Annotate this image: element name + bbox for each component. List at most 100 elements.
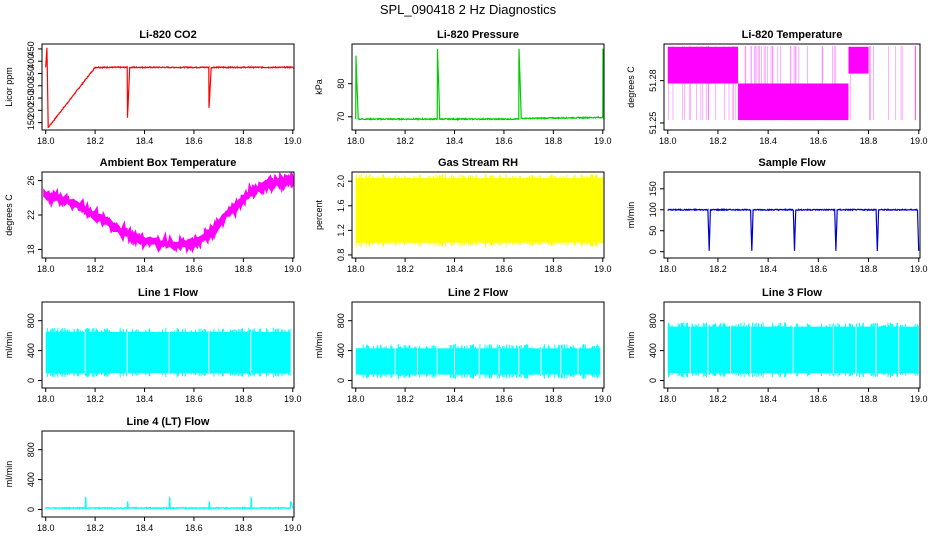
y-axis-label: ml/min <box>4 332 14 359</box>
x-tick-label: 18.4 <box>136 523 154 533</box>
x-tick-label: 18.8 <box>860 136 878 146</box>
chart-title: Li-820 Temperature <box>742 29 843 41</box>
y-tick-label: 400 <box>26 54 36 69</box>
y-tick-label: 2.0 <box>336 175 346 188</box>
y-tick-label: 800 <box>26 442 36 457</box>
chart-title: Line 4 (LT) Flow <box>127 416 210 428</box>
chart-title: Sample Flow <box>758 157 826 169</box>
y-tick-label: 1.2 <box>336 224 346 237</box>
x-tick-label: 19.0 <box>910 394 928 404</box>
y-tick-label: 70 <box>336 112 346 122</box>
temperature-band <box>848 46 869 74</box>
y-tick-label: 0 <box>648 378 658 383</box>
y-tick-label: 150 <box>648 181 658 196</box>
series-temperature-band <box>667 46 917 121</box>
plot-frame <box>351 171 605 259</box>
y-tick-label: 0.8 <box>336 249 346 262</box>
x-tick-label: 18.2 <box>709 136 727 146</box>
chart-panel-1: Li-820 CO2 Licor ppm 18.0 18.2 18.4 18.6 18.8 1… <box>4 29 302 146</box>
y-tick-label: 51.25 <box>648 112 658 135</box>
x-tick-label: 19.0 <box>910 136 928 146</box>
x-tick-label: 18.0 <box>347 136 365 146</box>
x-tick-label: 18.6 <box>185 136 203 146</box>
plot-frame <box>41 430 295 518</box>
x-tick-label: 18.6 <box>810 264 828 274</box>
x-tick-label: 18.6 <box>185 394 203 404</box>
y-tick-label: 400 <box>336 343 346 358</box>
x-tick-label: 18.0 <box>37 136 55 146</box>
x-tick-label: 19.0 <box>594 136 612 146</box>
y-tick-label: 0 <box>26 507 36 512</box>
y-tick-label: 400 <box>26 472 36 487</box>
y-axis-label: ml/min <box>4 461 14 488</box>
y-tick-label: 800 <box>648 313 658 328</box>
series-line-4 <box>45 496 294 511</box>
x-tick-label: 18.4 <box>446 394 464 404</box>
x-tick-label: 18.2 <box>709 394 727 404</box>
x-tick-label: 18.2 <box>396 394 414 404</box>
x-tick-label: 18.8 <box>235 264 253 274</box>
x-tick-label: 18.4 <box>136 394 154 404</box>
x-tick-label: 18.6 <box>810 136 828 146</box>
chart-panel-7: Line 1 Flow ml/min 18.0 18.2 18.4 18.6 18.8 19.… <box>4 287 302 404</box>
x-tick-label: 18.0 <box>659 136 677 146</box>
x-tick-label: 18.8 <box>235 394 253 404</box>
x-tick-label: 18.8 <box>545 394 563 404</box>
series-rh-noise-band <box>355 173 604 247</box>
x-tick-label: 18.0 <box>347 394 365 404</box>
x-tick-label: 18.4 <box>136 136 154 146</box>
chart-panel-5: Gas Stream RH percent 18.0 18.2 18.4 18.6 18.8… <box>314 157 612 274</box>
x-tick-label: 18.8 <box>860 264 878 274</box>
series-co2 <box>45 47 294 129</box>
x-tick-label: 18.4 <box>446 136 464 146</box>
x-tick-label: 18.0 <box>659 264 677 274</box>
plot-frame <box>663 171 921 259</box>
y-axis-label: degrees C <box>626 66 636 108</box>
series-pressure <box>355 48 604 122</box>
y-axis-label: percent <box>314 199 324 230</box>
chart-title: Li-820 CO2 <box>139 29 196 41</box>
series-line-3-band <box>667 322 919 378</box>
x-tick-label: 18.6 <box>495 136 513 146</box>
chart-title: Line 1 Flow <box>138 287 198 299</box>
x-tick-label: 18.6 <box>495 394 513 404</box>
chart-panel-10: Line 4 (LT) Flow ml/min 18.0 18.2 18.4 18.6 18… <box>4 416 302 533</box>
y-tick-label: 250 <box>26 91 36 106</box>
x-tick-label: 19.0 <box>284 264 302 274</box>
series-line <box>667 207 920 252</box>
x-tick-label: 18.4 <box>759 394 777 404</box>
x-tick-label: 18.6 <box>495 264 513 274</box>
series-line <box>45 496 294 511</box>
chart-title: Line 3 Flow <box>762 287 822 299</box>
x-tick-label: 18.8 <box>545 264 563 274</box>
flow-band <box>355 178 603 243</box>
y-tick-label: 0 <box>26 378 36 383</box>
x-tick-label: 18.2 <box>86 136 104 146</box>
y-axis-label: ml/min <box>626 332 636 359</box>
temperature-band <box>738 83 849 121</box>
chart-title: Gas Stream RH <box>438 157 518 169</box>
series-sample <box>667 207 920 252</box>
y-tick-label: 400 <box>648 343 658 358</box>
x-tick-label: 18.6 <box>185 264 203 274</box>
x-tick-label: 19.0 <box>284 523 302 533</box>
series-line <box>45 47 294 129</box>
y-tick-label: 26 <box>26 176 36 186</box>
chart-panel-8: Line 2 Flow ml/min 18.0 18.2 18.4 18.6 18.8 19.… <box>314 287 612 404</box>
chart-panel-9: Line 3 Flow ml/min 18.0 18.2 18.4 18.6 18.8 19.… <box>626 287 928 404</box>
x-tick-label: 18.2 <box>396 136 414 146</box>
x-tick-label: 18.4 <box>136 264 154 274</box>
x-tick-label: 18.8 <box>235 136 253 146</box>
x-tick-label: 19.0 <box>594 264 612 274</box>
series-line <box>355 48 604 122</box>
plot-frame <box>351 43 605 131</box>
x-tick-label: 18.0 <box>659 394 677 404</box>
x-tick-label: 18.8 <box>545 136 563 146</box>
chart-panel-6: Sample Flow ml/min 18.0 18.2 18.4 18.6 18.8 19.… <box>626 157 928 274</box>
y-tick-label: 350 <box>26 66 36 81</box>
chart-title: Li-820 Pressure <box>437 29 519 41</box>
y-tick-label: 150 <box>26 115 36 130</box>
x-tick-label: 18.0 <box>37 264 55 274</box>
y-tick-label: 800 <box>26 313 36 328</box>
x-tick-label: 18.0 <box>347 264 365 274</box>
